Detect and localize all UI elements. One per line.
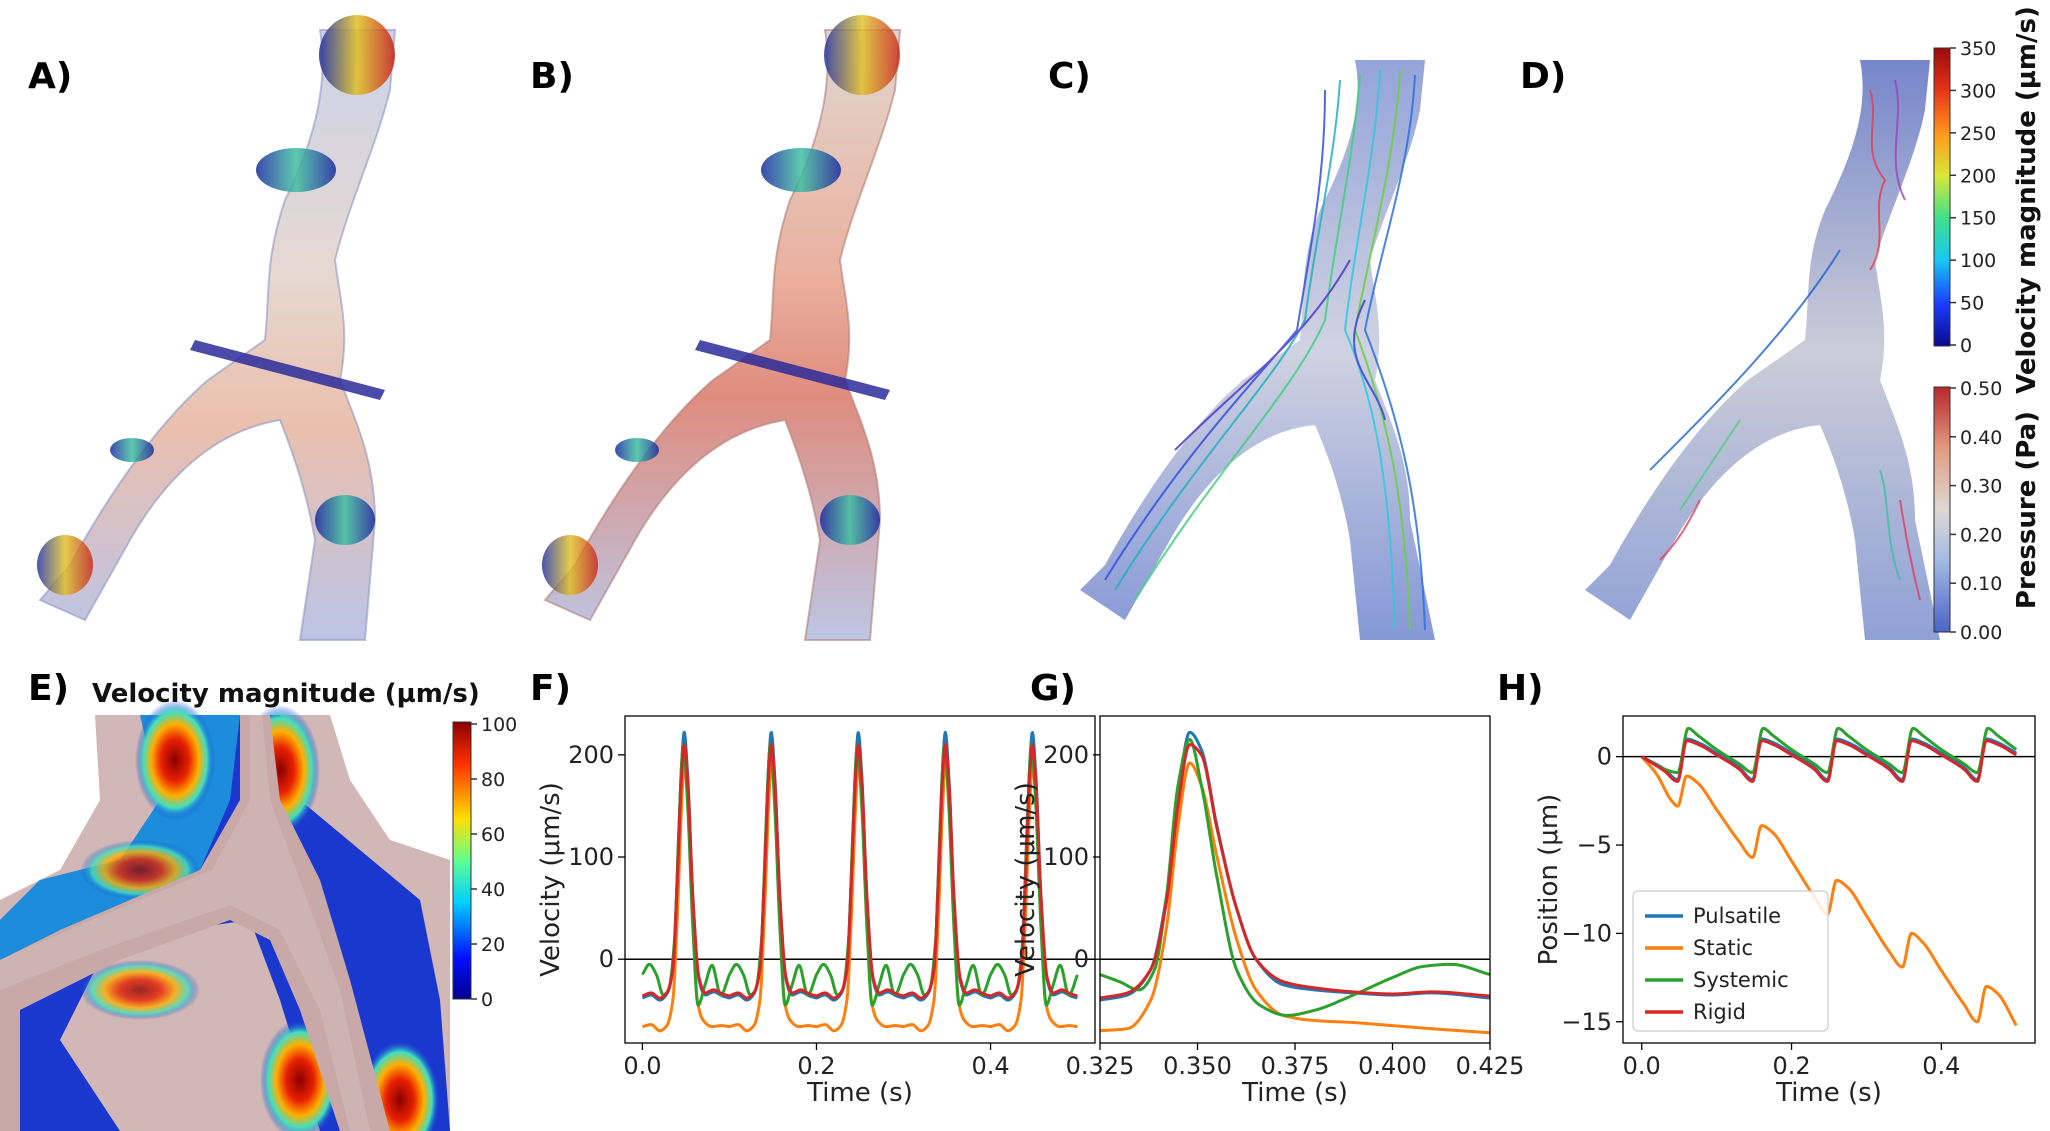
panel-e-colorbar-tick-label: 20 <box>481 934 505 956</box>
y-tick-label: −10 <box>1561 919 1612 947</box>
velocity-colorbar-tick-label: 250 <box>1960 123 1996 145</box>
y-axis-label: Position (μm) <box>1534 794 1564 966</box>
velocity-colorbar-tick-label: 0 <box>1960 335 1972 357</box>
plot-frame <box>1622 715 2036 1044</box>
y-tick-label: 200 <box>568 741 614 769</box>
x-tick-label: 0.2 <box>1772 1052 1810 1080</box>
panel-e-colorbar-tick-label: 60 <box>481 824 505 846</box>
series-line-static <box>1100 761 1490 1035</box>
pressure-colorbar-tick-label: 0.40 <box>1960 427 2002 449</box>
panel-a-label: A) <box>28 56 72 97</box>
y-axis-label: Velocity (μm/s) <box>1011 782 1041 977</box>
panel-d-label: D) <box>1520 56 1566 97</box>
x-tick-label: 0.425 <box>1456 1052 1525 1080</box>
y-tick-label: 100 <box>568 843 614 871</box>
panel-e-colorbar-tick-label: 100 <box>481 714 517 736</box>
x-axis-label: Time (s) <box>1775 1078 1882 1108</box>
y-tick-label: −15 <box>1561 1008 1612 1036</box>
series-line-rigid <box>1100 743 1490 1000</box>
panel-e-colorbar-title: Velocity magnitude (µm/s) <box>92 679 480 709</box>
y-tick-label: 100 <box>1043 843 1089 871</box>
pressure-colorbar-tick-label: 0.20 <box>1960 524 2002 546</box>
velocity-colorbar-tick-label: 200 <box>1960 165 1996 187</box>
y-axis-label: Velocity (μm/s) <box>536 782 566 977</box>
series-line-static <box>1640 755 2018 1027</box>
pressure-colorbar-tick-label: 0.10 <box>1960 573 2002 595</box>
velocity-colorbar-title: Velocity magnitude (µm/s) <box>2012 6 2042 394</box>
y-tick-label: 0 <box>1597 743 1612 771</box>
x-tick-label: 0.375 <box>1261 1052 1330 1080</box>
chart-panel-f: 0.0 0.2 0.4 0 100 200 Time (s) Velocity (μm/s) <box>536 715 1096 1108</box>
panel-f-label: F) <box>530 668 571 709</box>
panel-g-label: G) <box>1030 668 1076 709</box>
panel-e-colorbar-tick-label: 0 <box>481 989 493 1011</box>
panel-h-label: H) <box>1497 668 1544 709</box>
pressure-colorbar-tick-label: 0.50 <box>1960 378 2002 400</box>
y-tick-label: 0 <box>599 945 614 973</box>
chart-panel-h: 0.0 0.2 0.4 0 −5 −10 −15 Time (s) Position (μm) P… <box>1534 715 2036 1108</box>
x-tick-label: 0.0 <box>623 1052 661 1080</box>
x-tick-label: 0.4 <box>971 1052 1009 1080</box>
velocity-colorbar-tick-label: 350 <box>1960 38 1996 60</box>
series-line-rigid <box>1640 739 2018 783</box>
panel-e-velocity-field <box>0 700 450 1131</box>
x-tick-label: 0.0 <box>1623 1052 1661 1080</box>
velocity-colorbar-tick-label: 100 <box>1960 250 1996 272</box>
pressure-colorbar: 0.00 0.10 0.20 0.30 0.40 0.50 Pressure (Pa) <box>1933 378 2042 644</box>
pressure-colorbar-title: Pressure (Pa) <box>2012 411 2042 609</box>
panel-d-streamline-render <box>1585 60 1940 640</box>
pressure-colorbar-tick-label: 0.00 <box>1960 622 2002 644</box>
y-tick-label: 200 <box>1043 741 1089 769</box>
plot-frame <box>624 715 1096 1044</box>
y-tick-label: −5 <box>1577 831 1612 859</box>
legend-entry-static: Static <box>1693 936 1753 960</box>
x-axis-label: Time (s) <box>1241 1078 1348 1108</box>
velocity-colorbar-tick-label: 300 <box>1960 80 1996 102</box>
panel-b-label: B) <box>530 56 574 97</box>
x-axis-label: Time (s) <box>806 1078 913 1108</box>
x-tick-label: 0.2 <box>797 1052 835 1080</box>
x-tick-label: 0.400 <box>1358 1052 1427 1080</box>
panel-e-colorbar: 0 20 40 60 80 100 <box>452 714 517 1011</box>
velocity-colorbar-tick-label: 50 <box>1960 293 1984 315</box>
panel-e-colorbar-tick-label: 40 <box>481 879 505 901</box>
legend-entry-systemic: Systemic <box>1693 968 1789 992</box>
series-line-rigid <box>641 743 1079 1000</box>
x-tick-label: 0.350 <box>1163 1052 1232 1080</box>
panel-c-label: C) <box>1048 56 1091 97</box>
legend-entry-rigid: Rigid <box>1693 1000 1746 1024</box>
panel-b-vessel-render <box>542 15 902 641</box>
panel-a-vessel-render <box>37 15 397 641</box>
x-tick-label: 0.4 <box>1922 1052 1960 1080</box>
y-tick-label: 0 <box>1074 945 1089 973</box>
legend-entry-pulsatile: Pulsatile <box>1693 904 1781 928</box>
pressure-colorbar-tick-label: 0.30 <box>1960 476 2002 498</box>
velocity-colorbar-tick-label: 150 <box>1960 208 1996 230</box>
chart-panel-g: 0.325 0.350 0.375 0.400 0.425 0 100 200 Time (s)… <box>1011 715 1525 1108</box>
velocity-colorbar: 0 50 100 150 200 250 300 350 Velocity magnitude… <box>1933 6 2042 394</box>
panel-e-label: E) <box>28 668 69 709</box>
series-line-systemic <box>1640 726 2018 775</box>
panel-e-colorbar-tick-label: 80 <box>481 769 505 791</box>
legend: Pulsatile Static Systemic Rigid <box>1632 890 1829 1032</box>
panel-c-streamline-render <box>1080 60 1435 640</box>
x-tick-label: 0.325 <box>1066 1052 1135 1080</box>
